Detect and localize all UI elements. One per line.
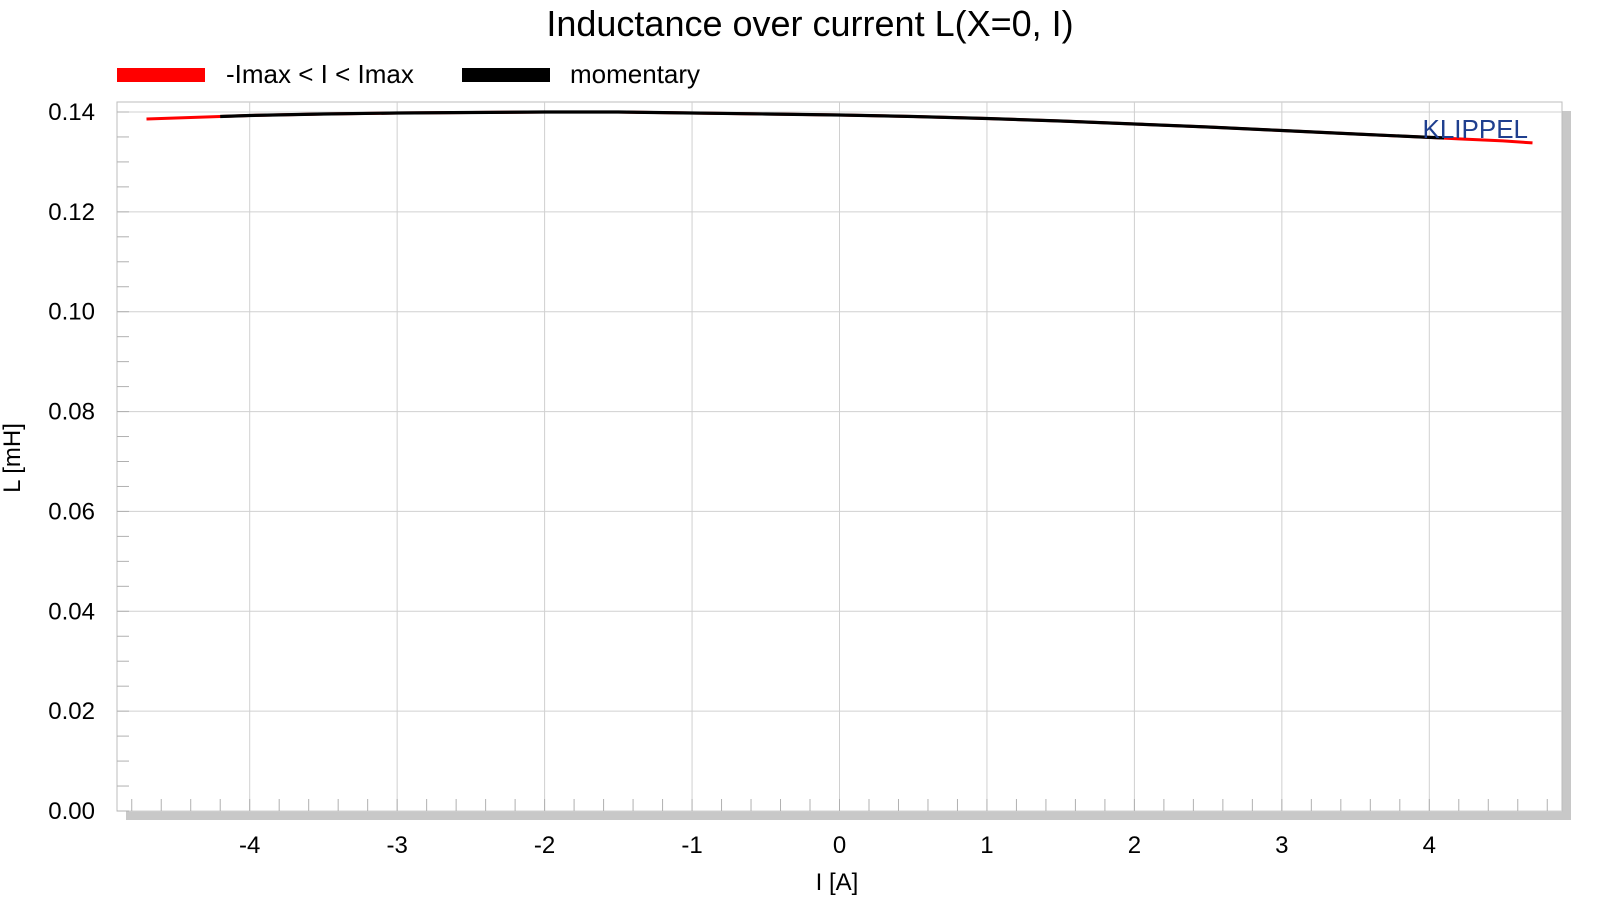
y-tick-label: 0.12 (48, 199, 95, 226)
y-tick-label: 0.10 (48, 299, 95, 326)
series-line-momentary (220, 110, 1445, 140)
x-tick-labels: -4 -3 -2 -1 0 1 2 3 4 (239, 832, 1436, 859)
x-tick-label: -2 (534, 832, 555, 859)
x-tick-label: 2 (1128, 832, 1141, 859)
x-axis-label: I [A] (816, 869, 859, 896)
y-tick-label: 0.02 (48, 698, 95, 725)
legend-swatch-momentary (462, 68, 550, 82)
grid (117, 102, 1562, 812)
watermark-text: KLIPPEL (1422, 114, 1528, 144)
legend-swatch-imax-range (117, 68, 205, 82)
legend: -Imax < I < Imax momentary (117, 59, 700, 89)
x-tick-label: 0 (833, 832, 846, 859)
legend-label-momentary: momentary (570, 59, 700, 89)
x-tick-label: -4 (239, 832, 260, 859)
y-tick-label: 0.06 (48, 498, 95, 525)
y-tick-labels: 0.00 0.02 0.04 0.06 0.08 0.10 0.12 0.14 (48, 99, 95, 825)
y-tick-label: 0.08 (48, 399, 95, 426)
y-tick-label: 0.00 (48, 798, 95, 825)
x-tick-label: 4 (1423, 832, 1436, 859)
minor-ticks (117, 111, 1548, 812)
y-tick-label: 0.04 (48, 598, 95, 625)
chart-title: Inductance over current L(X=0, I) (546, 3, 1073, 44)
x-tick-label: -3 (386, 832, 407, 859)
series-lines (146, 110, 1533, 145)
y-tick-label: 0.14 (48, 99, 95, 126)
y-axis-label: L [mH] (0, 423, 26, 493)
legend-label-imax-range: -Imax < I < Imax (226, 59, 414, 89)
x-tick-label: 3 (1275, 832, 1288, 859)
x-tick-label: -1 (681, 832, 702, 859)
x-tick-label: 1 (980, 832, 993, 859)
